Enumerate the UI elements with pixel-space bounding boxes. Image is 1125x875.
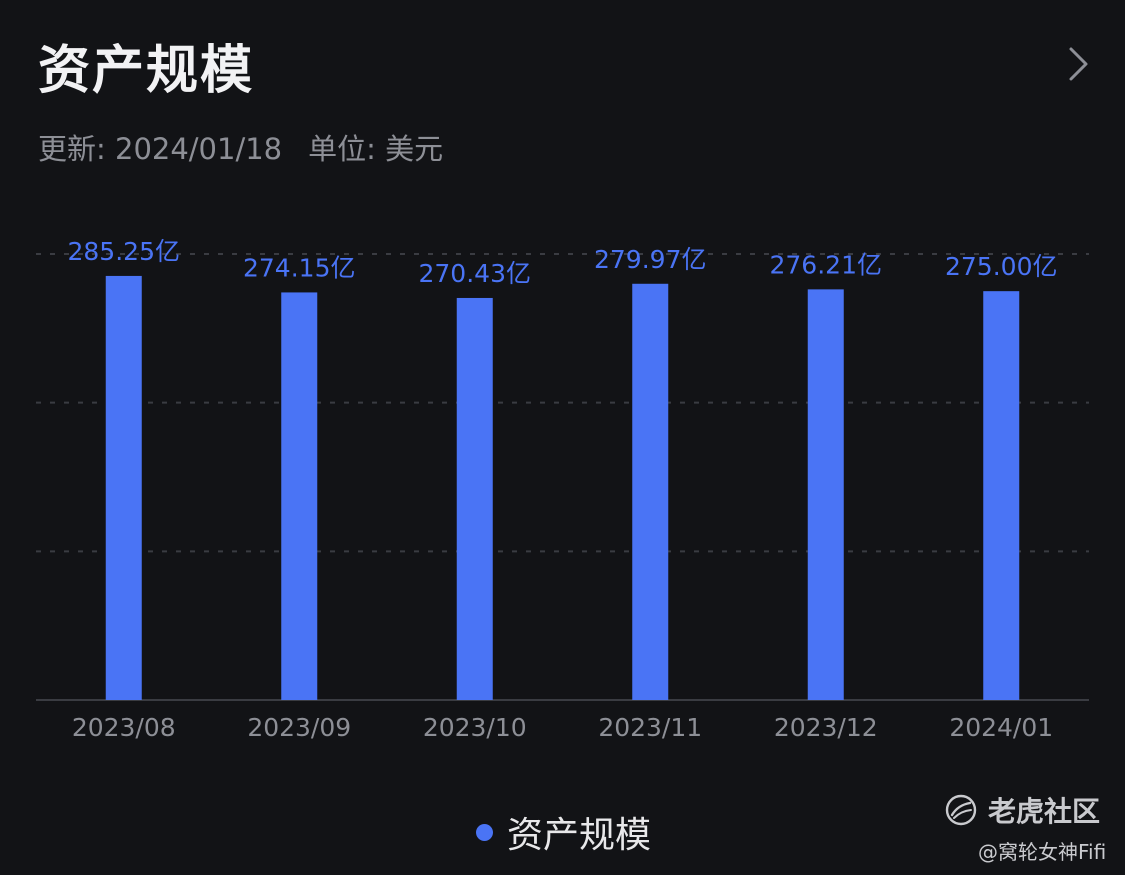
data-label: 276.21亿 [770,250,882,279]
x-tick-label: 2023/08 [72,713,176,742]
subheader: 更新: 2024/01/18 单位: 美元 [38,126,443,168]
x-tick-label: 2023/09 [247,713,351,742]
chevron-right-icon[interactable] [1062,44,1094,84]
watermark-brand: 老虎社区 [944,790,1100,830]
data-label: 285.25亿 [68,237,180,266]
bar [983,291,1020,700]
data-label: 275.00亿 [945,252,1057,281]
watermark-user: @窝轮女神Fifi [978,840,1107,864]
data-label: 270.43亿 [419,259,531,288]
page-title: 资产规模 [38,41,255,101]
bar [281,292,318,700]
watermark-brand-text: 老虎社区 [988,795,1101,828]
x-tick-label: 2023/10 [423,713,527,742]
bar [632,283,669,700]
update-date: 更新: 2024/01/18 [38,132,283,166]
data-label: 274.15亿 [243,253,355,282]
legend-label: 资产规模 [507,815,652,856]
bar [105,275,142,700]
bar [807,289,844,700]
unit-label: 单位: 美元 [308,132,444,166]
x-tick-label: 2023/11 [598,713,702,742]
tiger-community-logo-icon [945,794,977,826]
bar [456,297,493,700]
legend: 资产规模 [476,806,651,858]
x-tick-label: 2024/01 [949,713,1053,742]
data-label: 279.97亿 [594,245,706,274]
legend-swatch [476,823,493,841]
x-tick-label: 2023/12 [774,713,878,742]
